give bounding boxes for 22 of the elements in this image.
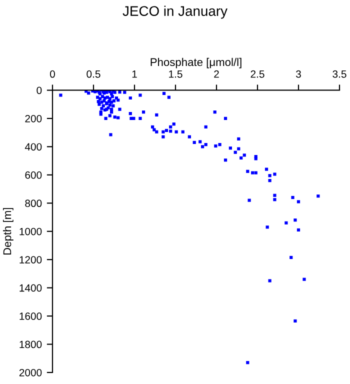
- x-tick-label: 0.5: [86, 70, 100, 78]
- x-tick-label: 1.5: [169, 70, 182, 78]
- x-tick-label: 1: [132, 70, 137, 78]
- y-tick-label: 800: [25, 200, 42, 208]
- x-tick-label: 0: [50, 70, 55, 78]
- x-tick-label: 2: [214, 70, 219, 78]
- y-tick-label: 600: [25, 171, 42, 179]
- y-tick-label: 0: [36, 86, 42, 94]
- y-axis-title: Depth [m]: [3, 208, 14, 255]
- y-tick-label: 1000: [20, 228, 42, 236]
- y-tick-label: 1200: [20, 256, 42, 264]
- x-tick-label: 3.5: [332, 70, 346, 78]
- y-tick-label: 1400: [20, 284, 42, 292]
- y-tick-label: 1800: [20, 340, 42, 348]
- y-tick-label: 400: [24, 143, 42, 151]
- chart-title: JECO in January: [122, 6, 228, 19]
- x-tick-label: 3: [296, 70, 301, 78]
- y-tick-label: 2000: [19, 368, 42, 376]
- y-tick-label: 1600: [20, 312, 42, 320]
- y-tick-label: 200: [25, 114, 42, 122]
- x-axis-title: Phosphate [μmol/l]: [150, 58, 242, 68]
- x-tick-label: 2.5: [250, 70, 264, 78]
